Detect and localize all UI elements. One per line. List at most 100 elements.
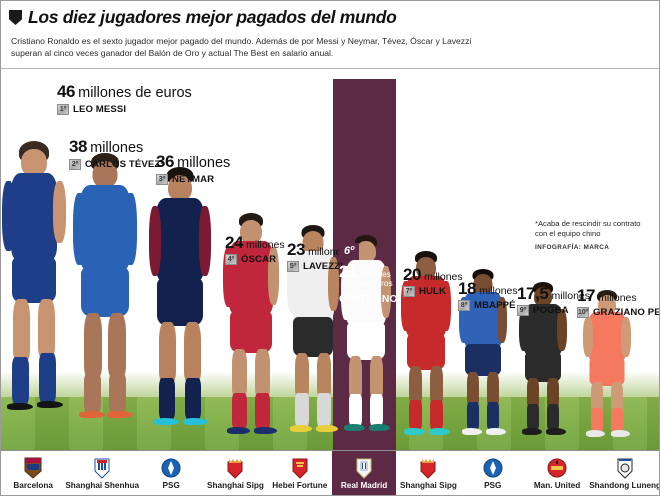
- club-name: Shanghai Sipg: [207, 480, 264, 490]
- amount-unit: millones: [90, 140, 144, 156]
- rank-badge: 3º: [156, 173, 168, 185]
- psg-crest-icon: [483, 458, 503, 477]
- club-cell-shanghai-shenhua[interactable]: Shanghai Shenhua: [65, 451, 139, 495]
- amount-value: 18: [458, 279, 477, 298]
- value-label-tevez: 38 millones 2º CARLOS TÉVEZ*: [69, 138, 164, 170]
- player-figure-pogba: [519, 281, 567, 449]
- amount-unit: millones de euros: [78, 85, 192, 101]
- club-cell-shanghai-sipg-2[interactable]: Shanghai Sipg: [396, 451, 460, 495]
- player-name: ÓSCAR: [241, 254, 277, 265]
- amount-value: 24: [225, 233, 244, 252]
- club-name: Man. United: [533, 480, 581, 490]
- rank-badge: 5º: [287, 261, 299, 272]
- club-name: Shandong Luneng: [589, 480, 660, 490]
- page-title: Los diez jugadores mejor pagados del mun…: [28, 7, 397, 27]
- value-label-pogba: 17,5 millones 9º POGBA: [517, 285, 590, 316]
- player-name: CRISTIANO: [339, 293, 398, 305]
- shanghai-sipg-crest-icon: [227, 458, 243, 479]
- player-figure-oscar: [223, 209, 279, 449]
- amount-value: 17,5: [517, 284, 549, 303]
- amount-unit: millones: [177, 155, 231, 171]
- amount-value: 21: [339, 262, 358, 281]
- player-figure-neymar: [149, 161, 211, 449]
- man-united-crest-icon: [547, 458, 567, 477]
- rank-badge: 8º: [458, 300, 470, 311]
- rank-badge: 9º: [517, 305, 529, 316]
- player-figure-tevez: [73, 149, 137, 449]
- club-name: Barcelona: [13, 480, 53, 490]
- player-figure-cristiano: [341, 233, 391, 449]
- real-madrid-crest-icon: [356, 458, 372, 479]
- amount-unit: millones: [308, 246, 347, 258]
- rank-badge: 4º: [225, 254, 237, 265]
- rank-badge: 1º: [57, 103, 69, 115]
- psg-crest-icon: [161, 458, 181, 477]
- amount-value: 20: [403, 265, 422, 284]
- value-label-oscar: 24 millones 4º ÓSCAR: [225, 234, 285, 265]
- footnote-text: *Acaba de rescindir su contrato con el e…: [535, 219, 641, 238]
- players-stage: 46 millones de euros 1º LEO MESSI 38 mil…: [1, 69, 660, 452]
- club-name: PSG: [484, 480, 502, 490]
- amount-value: 38: [69, 137, 88, 156]
- player-name: POGBA: [533, 305, 569, 316]
- credit-line: INFOGRAFÍA: MARCA: [535, 244, 610, 252]
- header: Los diez jugadores mejor pagados del mun…: [1, 1, 659, 69]
- rank-badge-highlight: 6º: [339, 243, 360, 260]
- club-cell-shandong-luneng[interactable]: Shandong Luneng: [589, 451, 660, 495]
- standfirst-text: Cristiano Ronaldo es el sexto jugador me…: [11, 36, 472, 58]
- club-cell-barcelona[interactable]: Barcelona: [1, 451, 65, 495]
- player-figure-mbappe: [459, 267, 507, 449]
- amount-unit: millones: [551, 290, 591, 302]
- shanghai-sipg-crest-icon: [420, 458, 436, 479]
- amount-unit: millones: [479, 285, 518, 297]
- player-name: NEYMAR: [172, 173, 215, 185]
- player-figure-graziano-pelle: [583, 289, 631, 449]
- value-label-neymar: 36 millones 3º NEYMAR: [156, 153, 230, 185]
- shanghai-shenhua-crest-icon: [94, 458, 110, 479]
- club-name: Hebei Fortune: [272, 480, 328, 490]
- marca-bullet-icon: [9, 10, 22, 25]
- club-name: Real Madrid: [340, 480, 388, 490]
- club-cell-shanghai-sipg[interactable]: Shanghai Sipg: [203, 451, 267, 495]
- value-label-mbappe: 18 millones 8º MBAPPÉ: [458, 280, 518, 311]
- value-label-lavezzi: 23 millones 5º LAVEZZI: [287, 241, 347, 272]
- footnote: *Acaba de rescindir su contrato con el e…: [535, 219, 653, 253]
- club-cell-real-madrid[interactable]: Real Madrid: [331, 451, 397, 495]
- club-cell-psg[interactable]: PSG: [139, 451, 203, 495]
- shandong-luneng-crest-icon: [617, 458, 633, 479]
- club-cell-man-united[interactable]: Man. United: [525, 451, 589, 495]
- player-name: LAVEZZI: [303, 261, 343, 272]
- value-label-cristiano: 6º 21 millones de euros CRISTIANO: [339, 243, 402, 305]
- amount-value: 46: [57, 82, 76, 101]
- player-figure-messi: [2, 129, 66, 449]
- amount-value: 23: [287, 240, 306, 259]
- player-name: CARLOS TÉVEZ*: [85, 158, 165, 170]
- player-name: GRAZIANO PELLÈ: [593, 307, 660, 318]
- amount-value: 17: [577, 286, 596, 305]
- club-name: Shanghai Sipg: [399, 480, 457, 490]
- amount-unit: millones: [424, 271, 463, 283]
- rank-badge: 7º: [403, 286, 415, 297]
- value-label-graziano-pelle: 17 millones 10º GRAZIANO PELLÈ: [577, 286, 660, 318]
- rank-badge: 2º: [69, 158, 81, 170]
- player-name: LEO MESSI: [73, 103, 127, 115]
- amount-unit: millones: [598, 292, 637, 304]
- value-label-hulk: 20 millones 7º HULK: [403, 266, 463, 297]
- hebei-fortune-crest-icon: [292, 458, 308, 479]
- club-name: Shanghai Shenhua: [65, 480, 140, 490]
- barcelona-crest-icon: [24, 457, 42, 479]
- player-name: MBAPPÉ: [474, 300, 516, 311]
- amount-unit: millones de euros: [360, 269, 393, 288]
- amount-value: 36: [156, 152, 175, 171]
- value-label-messi: 46 millones de euros 1º LEO MESSI: [57, 83, 192, 115]
- player-figure-hulk: [401, 249, 451, 449]
- player-figure-lavezzi: [287, 221, 339, 449]
- club-name: PSG: [162, 480, 180, 490]
- clubs-footer: Barcelona Shanghai Shenhua PSG Shan: [1, 450, 660, 495]
- rank-badge: 10º: [577, 307, 589, 318]
- player-name: HULK: [419, 286, 447, 297]
- amount-unit: millones: [246, 239, 285, 251]
- club-cell-psg-2[interactable]: PSG: [461, 451, 525, 495]
- club-cell-hebei-fortune[interactable]: Hebei Fortune: [268, 451, 332, 495]
